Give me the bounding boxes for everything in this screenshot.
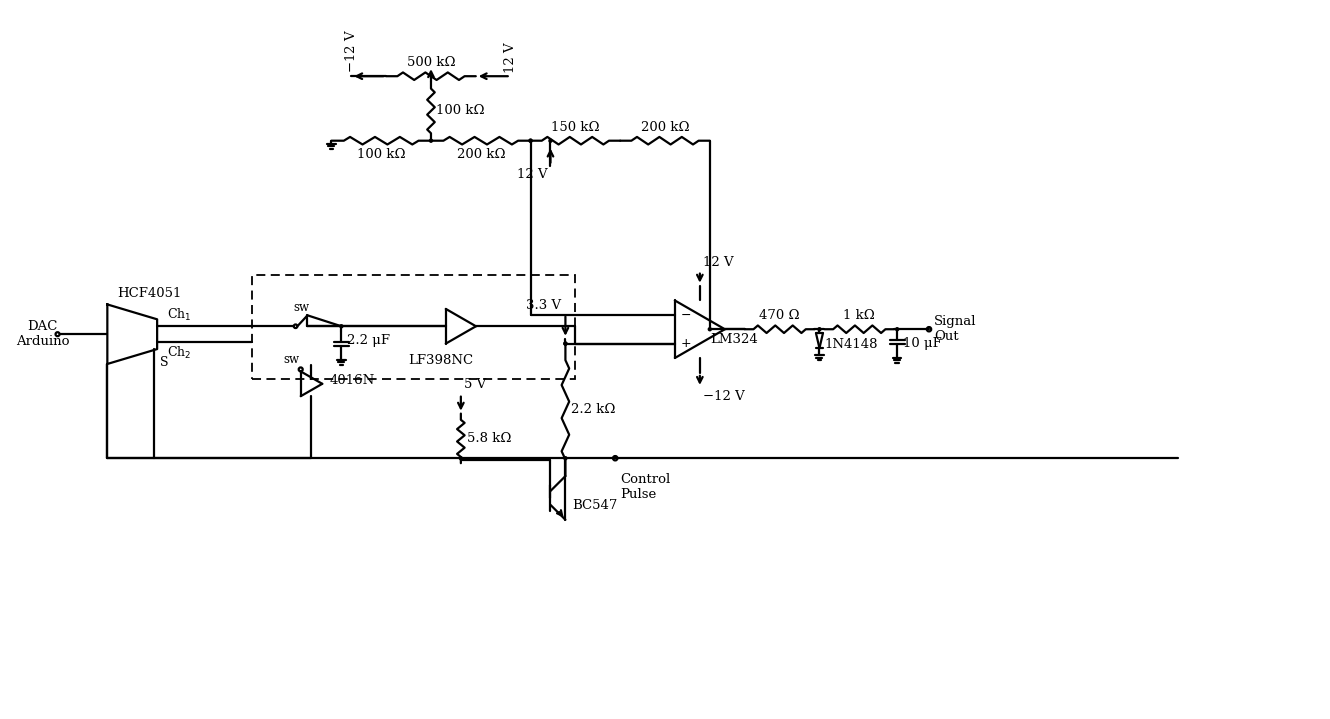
Circle shape <box>340 325 343 328</box>
Text: S: S <box>160 356 169 369</box>
Text: DAC
Arduino: DAC Arduino <box>16 320 69 348</box>
Text: $-$12 V: $-$12 V <box>344 29 358 73</box>
Text: LM324: LM324 <box>710 333 758 346</box>
Text: 2.2 μF: 2.2 μF <box>347 334 390 347</box>
Text: Ch$_1$: Ch$_1$ <box>168 307 192 323</box>
Text: 1 kΩ: 1 kΩ <box>843 309 875 322</box>
Text: BC547: BC547 <box>572 500 617 513</box>
Circle shape <box>430 139 432 142</box>
Circle shape <box>529 139 532 142</box>
Text: Ch$_2$: Ch$_2$ <box>168 344 192 361</box>
Text: 100 kΩ: 100 kΩ <box>436 104 484 117</box>
Text: sw: sw <box>294 301 310 314</box>
Circle shape <box>709 328 712 331</box>
Text: 4016N: 4016N <box>330 375 375 388</box>
Text: Control
Pulse: Control Pulse <box>620 473 670 501</box>
Circle shape <box>564 342 567 345</box>
Text: 3.3 V: 3.3 V <box>527 299 561 312</box>
Text: HCF4051: HCF4051 <box>117 288 182 301</box>
Text: 5 V: 5 V <box>464 377 485 390</box>
Circle shape <box>564 457 567 459</box>
Text: 200 kΩ: 200 kΩ <box>456 147 505 160</box>
Text: 12 V: 12 V <box>504 42 517 73</box>
Text: 470 Ω: 470 Ω <box>759 309 799 322</box>
Text: 12 V: 12 V <box>517 168 548 181</box>
Text: 500 kΩ: 500 kΩ <box>407 56 455 69</box>
Text: 1N4148: 1N4148 <box>825 338 878 351</box>
Text: 100 kΩ: 100 kΩ <box>356 147 406 160</box>
Circle shape <box>564 342 567 345</box>
Text: LF398NC: LF398NC <box>408 354 473 367</box>
Text: $-$: $-$ <box>680 308 692 321</box>
Text: 200 kΩ: 200 kΩ <box>641 121 689 134</box>
Circle shape <box>549 139 552 142</box>
Text: 5.8 kΩ: 5.8 kΩ <box>467 432 511 445</box>
Text: sw: sw <box>283 353 299 366</box>
Circle shape <box>818 328 821 331</box>
Text: 10 μF: 10 μF <box>903 336 942 349</box>
Text: 12 V: 12 V <box>702 256 733 269</box>
Text: Signal
Out: Signal Out <box>934 315 976 343</box>
Circle shape <box>529 139 532 142</box>
Circle shape <box>459 457 463 459</box>
Circle shape <box>895 328 899 331</box>
Text: −12 V: −12 V <box>702 390 745 403</box>
Text: 150 kΩ: 150 kΩ <box>551 121 600 134</box>
Text: $+$: $+$ <box>680 337 692 350</box>
Text: 2.2 kΩ: 2.2 kΩ <box>572 403 616 416</box>
